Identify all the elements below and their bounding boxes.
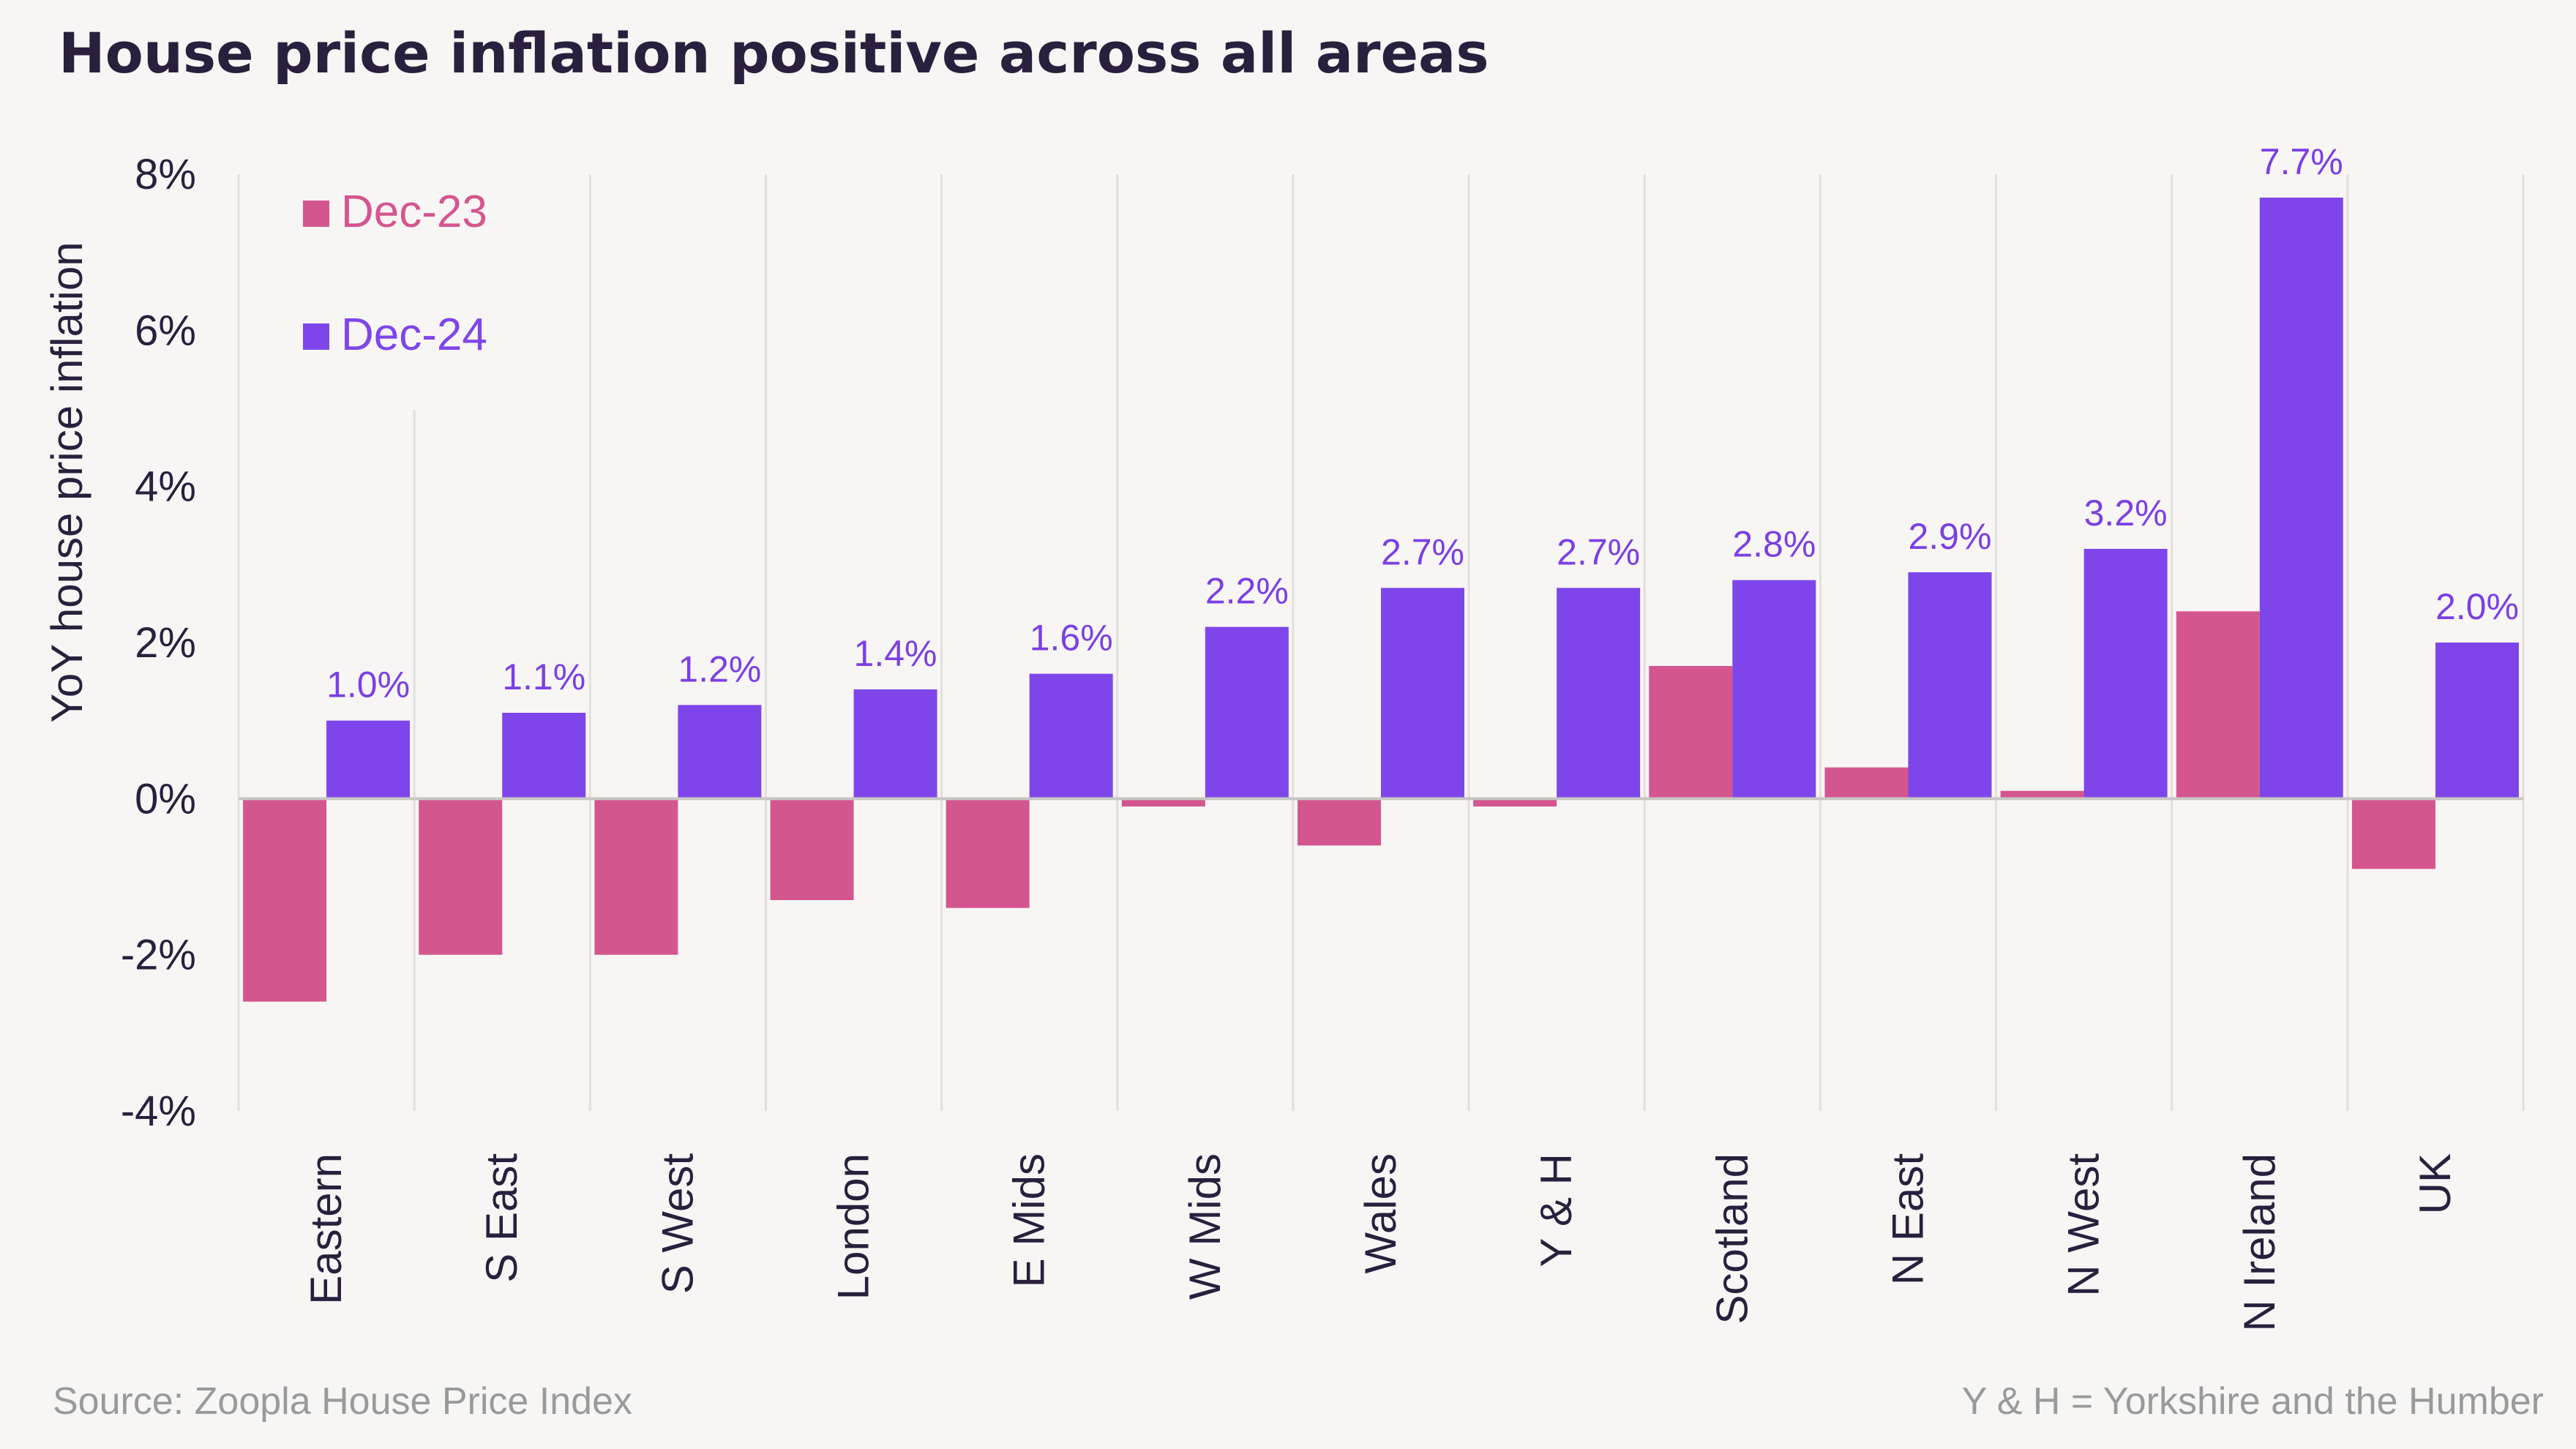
bar-dec23 xyxy=(946,798,1030,908)
bar-dec24 xyxy=(1381,588,1464,799)
y-tick-label: 0% xyxy=(135,775,196,823)
chart-title: House price inflation positive across al… xyxy=(59,20,1489,86)
x-tick-label: N Ireland xyxy=(2235,1153,2284,1331)
y-axis-label: YoY house price inflation xyxy=(42,242,91,722)
legend-swatch xyxy=(303,201,329,227)
bar-dec24 xyxy=(326,720,411,799)
x-tick-label: London xyxy=(829,1153,878,1300)
x-tick-label: Y & H xyxy=(1532,1153,1581,1268)
bar-dec23 xyxy=(2000,790,2084,799)
bar-dec24 xyxy=(1029,673,1113,799)
data-labels: 1.0% 1.1% 1.2% 1.4% 1.6% 2.2% 2.7% 2.7% 2.8% 2.9%… xyxy=(326,141,2519,705)
data-label: 2.7% xyxy=(1381,531,1464,572)
y-tick-label: 6% xyxy=(135,307,196,354)
bar-dec24 xyxy=(853,689,937,799)
abbreviation-note: Y & H = Yorkshire and the Humber xyxy=(1961,1380,2544,1423)
bar-dec24 xyxy=(1557,588,1641,799)
y-tick-label: -2% xyxy=(121,932,196,979)
bar-dec23 xyxy=(243,798,327,1002)
legend: Dec-23 Dec-24 xyxy=(303,187,487,360)
data-label: 2.9% xyxy=(1908,516,1991,557)
bar-dec24 xyxy=(1205,626,1289,799)
x-tick-label: UK xyxy=(2411,1153,2460,1214)
data-label: 7.7% xyxy=(2260,141,2343,182)
bar-dec23 xyxy=(2176,611,2260,799)
y-tick-label: 8% xyxy=(135,151,196,198)
bar-dec23 xyxy=(1473,798,1557,806)
bar-dec24 xyxy=(502,713,586,799)
bar-dec23 xyxy=(1298,798,1381,846)
x-tick-label: Scotland xyxy=(1707,1153,1756,1325)
legend-label: Dec-23 xyxy=(341,187,487,237)
x-tick-label: Eastern xyxy=(302,1153,351,1305)
x-tick-label: S East xyxy=(477,1153,526,1283)
data-label: 3.2% xyxy=(2084,493,2168,533)
y-tick-label: 2% xyxy=(135,619,196,667)
data-label: 1.6% xyxy=(1030,618,1113,659)
legend-item-dec24: Dec-24 xyxy=(303,310,487,360)
bar-dec24 xyxy=(678,705,762,799)
bar-dec23 xyxy=(1649,666,1733,799)
bar-dec23 xyxy=(1121,798,1205,806)
bar-dec23 xyxy=(594,798,678,955)
data-label: 2.8% xyxy=(1732,524,1816,565)
data-label: 1.0% xyxy=(326,664,410,705)
bar-dec24 xyxy=(2083,549,2168,799)
x-tick-label: N West xyxy=(2059,1153,2108,1297)
data-label: 1.2% xyxy=(678,648,761,689)
y-tick-label: 4% xyxy=(135,463,196,511)
axes: -4% -2% 0% 2% 4% 6% 8% YoY house price inflatio… xyxy=(42,151,2523,1331)
bar-dec23 xyxy=(419,798,503,955)
x-tick-label: S West xyxy=(653,1153,702,1295)
data-label: 1.1% xyxy=(502,656,585,697)
data-label: 2.7% xyxy=(1557,531,1640,572)
x-tick-label: W Mids xyxy=(1180,1153,1229,1300)
x-tick-label: N East xyxy=(1883,1153,1932,1285)
legend-label: Dec-24 xyxy=(341,310,487,360)
x-tick-label: Wales xyxy=(1356,1153,1405,1273)
bar-dec24 xyxy=(1732,580,1816,799)
bar-dec23 xyxy=(770,798,854,900)
data-label: 1.4% xyxy=(854,633,937,674)
bar-dec23 xyxy=(1824,767,1909,799)
data-label: 2.0% xyxy=(2435,586,2519,627)
legend-swatch xyxy=(303,323,329,350)
y-tick-label: -4% xyxy=(121,1087,196,1135)
bar-dec24 xyxy=(2259,198,2343,799)
bars xyxy=(243,198,2519,1002)
gridlines xyxy=(237,174,2525,1111)
source-note: Source: Zoopla House Price Index xyxy=(53,1380,632,1423)
x-tick-label: E Mids xyxy=(1005,1153,1054,1287)
bar-dec23 xyxy=(2351,798,2435,869)
legend-item-dec23: Dec-23 xyxy=(303,187,487,237)
data-label: 2.2% xyxy=(1205,571,1289,612)
bar-dec24 xyxy=(2435,643,2519,799)
bar-dec24 xyxy=(1908,572,1992,799)
